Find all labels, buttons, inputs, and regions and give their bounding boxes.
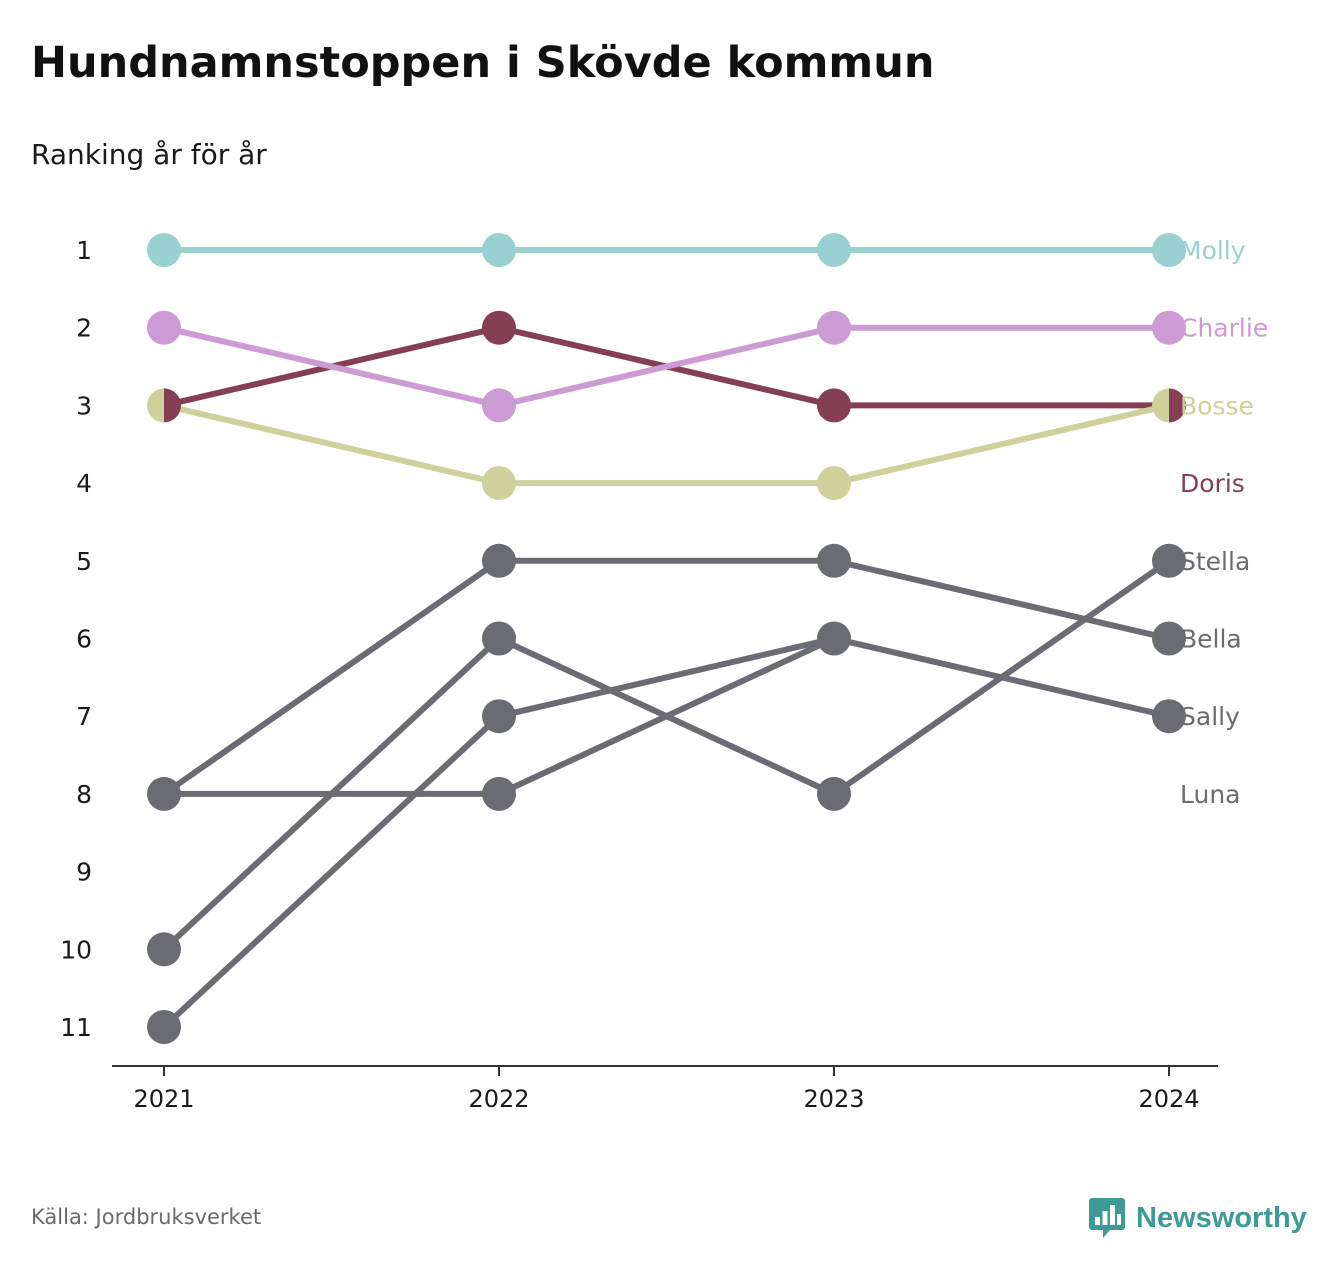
data-point-stella xyxy=(482,621,516,656)
data-point-sally xyxy=(147,1010,181,1044)
data-point-stella xyxy=(1152,543,1186,578)
data-point-bella xyxy=(147,776,181,811)
data-point-luna xyxy=(482,776,516,811)
data-point-molly xyxy=(1152,233,1186,267)
series-label-charlie: Charlie xyxy=(1180,314,1268,343)
data-point-bella xyxy=(1152,621,1186,656)
series-label-doris: Doris xyxy=(1180,469,1245,498)
y-tick-label: 2 xyxy=(76,314,92,343)
series-label-stella: Stella xyxy=(1180,547,1250,576)
y-tick-label: 9 xyxy=(76,858,92,887)
y-tick-label: 8 xyxy=(76,780,92,809)
series-points xyxy=(147,233,1186,1044)
chart-title: Hundnamnstoppen i Skövde kommun xyxy=(31,38,935,88)
data-point-doris xyxy=(817,388,851,423)
chart-subtitle: Ranking år för år xyxy=(31,138,267,171)
series-line-bella xyxy=(161,557,1172,797)
data-point-doris xyxy=(482,310,516,345)
series-label-bosse: Bosse xyxy=(1180,391,1254,420)
series-label-bella: Bella xyxy=(1180,625,1242,654)
data-point-sally xyxy=(482,699,516,734)
series-label-luna: Luna xyxy=(1180,780,1241,809)
data-point-bella xyxy=(482,543,516,578)
series-labels: Molly Charlie Bosse Doris Stella Bella Sally Lu… xyxy=(1180,236,1268,809)
data-point-bella xyxy=(817,543,851,578)
series-line-charlie xyxy=(161,324,1172,409)
data-point-charlie xyxy=(817,310,851,345)
data-point-bosse xyxy=(482,466,516,501)
y-tick-label: 3 xyxy=(76,391,92,420)
data-point-doris xyxy=(1169,388,1186,423)
y-tick-label: 6 xyxy=(76,625,92,654)
bar-chart-icon xyxy=(1089,1198,1125,1238)
x-tick-label: 2021 xyxy=(133,1085,194,1113)
data-point-bosse xyxy=(1152,388,1169,423)
data-point-charlie xyxy=(1152,310,1186,345)
series-lines xyxy=(161,247,1172,1030)
x-tick-label: 2022 xyxy=(468,1085,529,1113)
source-note: Källa: Jordbruksverket xyxy=(31,1205,262,1229)
newsworthy-logo: Newsworthy xyxy=(1088,1196,1307,1240)
data-point-molly xyxy=(817,233,851,267)
data-point-charlie xyxy=(147,310,181,345)
data-point-bosse xyxy=(817,466,851,501)
x-tick-label: 2024 xyxy=(1138,1085,1199,1113)
series-label-molly: Molly xyxy=(1180,236,1246,265)
y-tick-label: 11 xyxy=(60,1013,92,1042)
y-tick-label: 4 xyxy=(76,469,92,498)
series-line-sally xyxy=(161,635,1172,1030)
x-axis: 2021 2022 2023 2024 xyxy=(112,1065,1218,1113)
data-point-bosse xyxy=(147,388,164,423)
y-axis-ticks: 1 2 3 4 5 6 7 8 9 10 11 xyxy=(60,236,92,1042)
data-point-stella xyxy=(147,932,181,967)
y-tick-label: 1 xyxy=(76,236,92,265)
data-point-molly xyxy=(147,233,181,267)
y-tick-label: 10 xyxy=(60,935,92,964)
series-label-sally: Sally xyxy=(1180,702,1240,731)
brand-name: Newsworthy xyxy=(1136,1201,1307,1234)
data-point-doris xyxy=(164,388,181,423)
data-point-sally xyxy=(817,621,851,656)
y-tick-label: 5 xyxy=(76,547,92,576)
x-tick-label: 2023 xyxy=(803,1085,864,1113)
y-tick-label: 7 xyxy=(76,702,92,731)
data-point-sally xyxy=(1152,699,1186,734)
data-point-charlie xyxy=(482,388,516,423)
data-point-stella xyxy=(817,776,851,811)
series-line-bosse xyxy=(161,402,1172,487)
data-point-molly xyxy=(482,233,516,267)
